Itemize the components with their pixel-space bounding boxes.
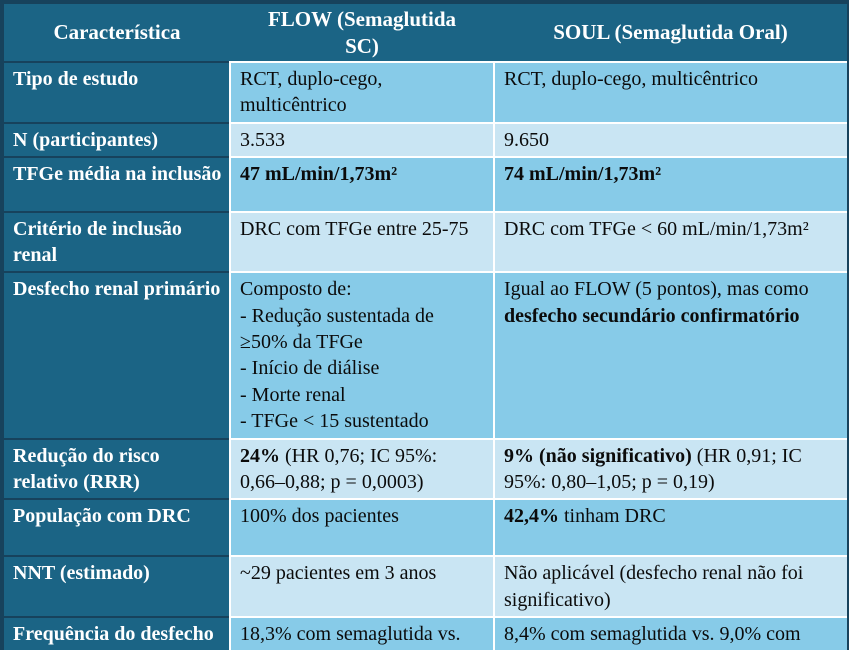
table-body: Tipo de estudo RCT, duplo-cego, multicênt… [4,61,847,650]
cell-soul-value: DRC com TFGe < 60 mL/min/1,73m² [493,211,847,273]
row-feature-label: TFGe média na inclusão [4,156,231,213]
row-feature-label: NNT (estimado) [4,555,231,618]
table-row: População com DRC 100% dos pacientes 42,4%… [4,498,847,557]
comparison-table: Característica FLOW (Semaglutida SC) SOU… [4,4,847,650]
cell-soul-value: RCT, duplo-cego, multicêntrico [493,61,847,123]
cell-soul-value: 8,4% com semaglutida vs. 9,0% com placeb… [493,616,847,650]
text-segment: DRC com TFGe entre 25-75 [240,218,469,241]
text-segment: Igual ao FLOW (5 pontos), mas como [504,278,809,301]
table-row: TFGe média na inclusão 47 mL/min/1,73m² 74… [4,156,847,213]
text-segment: tinham DRC [559,505,666,528]
text-segment: 3.533 [240,128,285,151]
cell-soul-value: 9% (não significativo) (HR 0,91; IC 95%:… [493,437,847,500]
table-row: Desfecho renal primário Composto de: - Re… [4,271,847,439]
text-segment: 9% (não significativo) [504,444,692,467]
cell-flow-value: DRC com TFGe entre 25-75 [230,211,494,273]
table-row: N (participantes) 3.533 9.650 [4,121,847,158]
text-segment: RCT, duplo-cego, multicêntrico [504,68,759,90]
cell-flow-value: 24% (HR 0,76; IC 95%: 0,66–0,88; p = 0,0… [230,437,494,500]
text-segment: ~29 pacientes em 3 anos [240,562,437,585]
text-segment: (HR 0,91; IC 95%: 0,80–1,05; p = 0,19) [504,444,802,493]
text-segment: DRC com TFGe < 60 mL/min/1,73m² [504,218,809,241]
row-feature-label: Redução do risco relativo (RRR) [4,437,231,500]
cell-flow-value: 47 mL/min/1,73m² [230,156,494,213]
text-segment: (HR 0,76; IC 95%: 0,66–0,88; p = 0,0003) [240,444,438,493]
cell-soul-value: Não aplicável (desfecho renal não foi si… [493,555,847,618]
table-row: NNT (estimado) ~29 pacientes em 3 anos Não… [4,555,847,618]
table-row: Critério de inclusão renal DRC com TFGe e… [4,211,847,273]
text-segment: desfecho secundário confirmatório [504,304,800,327]
row-feature-label: N (participantes) [4,121,231,158]
header-soul-semaglutida-oral: SOUL (Semaglutida Oral) [494,4,847,62]
cell-flow-value: 3.533 [230,121,494,158]
cell-flow-value: RCT, duplo-cego, multicêntrico [230,61,494,123]
text-segment: 47 mL/min/1,73m² [240,163,398,186]
cell-flow-value: 18,3% com semaglutida vs. 24,5% com plac… [230,616,494,650]
header-flow-semaglutida-sc: FLOW (Semaglutida SC) [230,4,494,62]
text-segment: 9.650 [504,128,549,151]
text-segment: RCT, duplo-cego, multicêntrico [240,68,383,117]
row-feature-label: Critério de inclusão renal [4,211,231,273]
row-feature-label: Frequência do desfecho renal [4,616,231,650]
cell-soul-value: 42,4% tinham DRC [493,498,847,557]
table-row: Frequência do desfecho renal 18,3% com se… [4,616,847,650]
table-header-row: Característica FLOW (Semaglutida SC) SOU… [4,4,847,62]
cell-soul-value: 74 mL/min/1,73m² [493,156,847,213]
cell-flow-value: ~29 pacientes em 3 anos [230,555,494,618]
cell-flow-value: Composto de: - Redução sustentada de ≥50… [230,271,494,439]
text-segment: Composto de: - Redução sustentada de ≥50… [240,278,434,433]
text-segment: Não aplicável (desfecho renal não foi si… [504,562,804,611]
text-segment: 18,3% com semaglutida vs. 24,5% com plac… [240,623,461,650]
text-segment: 24% [240,444,280,467]
table-row: Tipo de estudo RCT, duplo-cego, multicênt… [4,61,847,123]
row-feature-label: Desfecho renal primário [4,271,231,439]
text-segment: 100% dos pacientes [240,505,399,528]
text-segment: 8,4% com semaglutida vs. 9,0% com placeb… [504,623,801,650]
cell-soul-value: Igual ao FLOW (5 pontos), mas como desfe… [493,271,847,439]
text-segment: 42,4% [504,505,559,528]
cell-soul-value: 9.650 [493,121,847,158]
table-row: Redução do risco relativo (RRR) 24% (HR 0… [4,437,847,500]
row-feature-label: Tipo de estudo [4,61,231,123]
header-caracteristica: Característica [4,4,230,62]
text-segment: 74 mL/min/1,73m² [504,163,662,186]
cell-flow-value: 100% dos pacientes [230,498,494,557]
row-feature-label: População com DRC [4,498,231,557]
